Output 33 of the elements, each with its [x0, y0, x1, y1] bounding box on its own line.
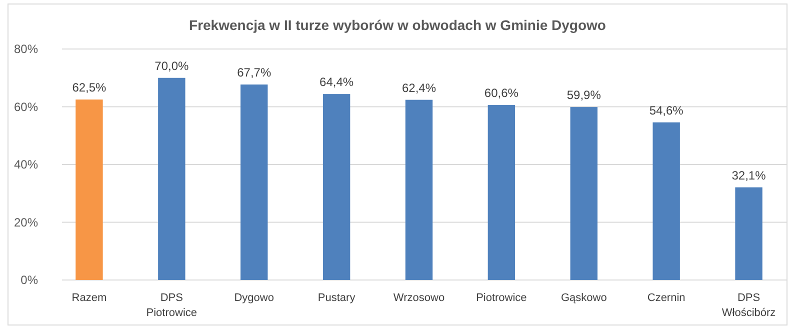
x-tick-label: Wrzosowo [393, 292, 445, 304]
bar [570, 107, 598, 280]
data-label: 67,7% [237, 66, 272, 80]
bar [158, 78, 186, 280]
x-tick-label: Gąskowo [560, 292, 607, 304]
data-label: 62,4% [402, 80, 436, 95]
bar [322, 94, 350, 280]
data-label: 64,4% [320, 75, 354, 90]
bar [488, 105, 516, 280]
data-label: 54,6% [649, 103, 684, 118]
x-tick-label: DPS Włościbórz [722, 292, 776, 319]
data-label: 62,5% [72, 80, 107, 95]
data-label: 32,1% [732, 168, 766, 182]
x-tick-label: Czernin [647, 292, 686, 304]
x-tick-label: DPS Piotrowice [146, 292, 198, 319]
x-tick-label: Dygowo [234, 292, 274, 304]
y-tick-label: 60% [14, 100, 38, 114]
bar [240, 84, 268, 280]
x-tick-label: Razem [72, 292, 107, 304]
y-tick-label: 80% [14, 42, 38, 56]
bar [735, 187, 762, 280]
data-label: 59,9% [566, 88, 602, 102]
y-tick-label: 40% [14, 158, 38, 172]
chart-title: Frekwencja w II turze wyborów w obwodach w Gminie Dygowo [189, 17, 606, 33]
data-label: 70,0% [154, 58, 190, 73]
bar [652, 122, 680, 280]
y-tick-label: 0% [20, 273, 38, 287]
x-tick-label: Piotrowice [476, 292, 527, 304]
data-label: 60,6% [484, 86, 519, 100]
bar [405, 100, 433, 280]
bar [76, 100, 103, 280]
y-tick-label: 20% [14, 215, 38, 230]
x-tick-label: Pustary [318, 292, 356, 304]
